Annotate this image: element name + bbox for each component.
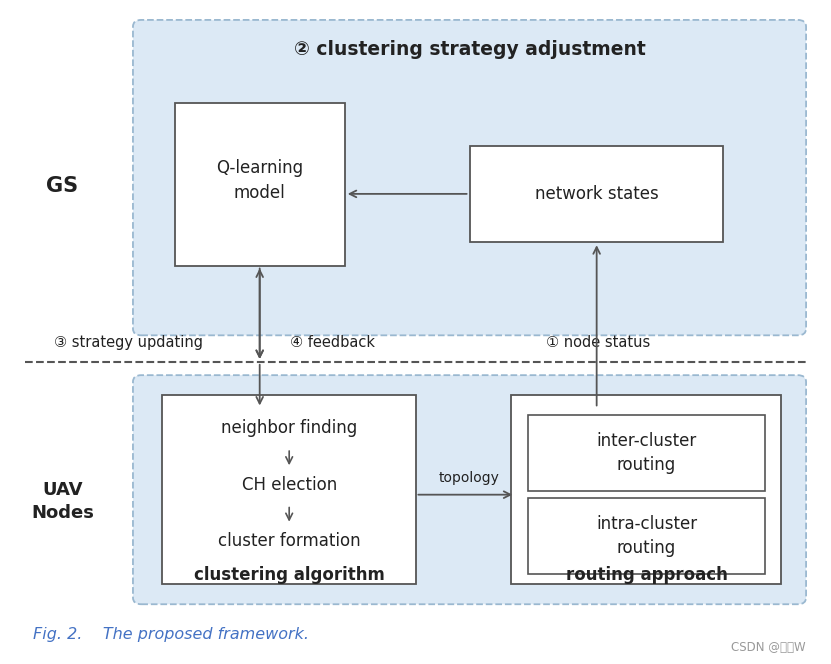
Bar <box>162 395 416 584</box>
Text: clustering algorithm: clustering algorithm <box>194 566 385 584</box>
Bar <box>175 103 345 266</box>
Text: ④ feedback: ④ feedback <box>290 335 375 350</box>
Bar <box>528 498 765 574</box>
Bar <box>470 146 723 242</box>
Text: intra-cluster
routing: intra-cluster routing <box>596 515 697 556</box>
Text: Q-learning
model: Q-learning model <box>216 159 303 202</box>
Text: topology: topology <box>439 471 500 485</box>
Text: CH election: CH election <box>242 475 337 494</box>
Text: network states: network states <box>535 185 658 203</box>
Text: ② clustering strategy adjustment: ② clustering strategy adjustment <box>293 41 646 59</box>
Bar <box>528 415 765 491</box>
Text: ① node status: ① node status <box>546 335 651 350</box>
Text: CSDN @小威W: CSDN @小威W <box>731 641 806 654</box>
Text: GS: GS <box>47 176 78 196</box>
FancyBboxPatch shape <box>133 375 806 604</box>
Bar <box>511 395 781 584</box>
Text: inter-cluster
routing: inter-cluster routing <box>597 432 696 473</box>
Text: Fig. 2.    The proposed framework.: Fig. 2. The proposed framework. <box>33 627 309 641</box>
Text: ③ strategy updating: ③ strategy updating <box>54 335 204 350</box>
Text: neighbor finding: neighbor finding <box>221 419 357 438</box>
Text: routing approach: routing approach <box>566 566 727 584</box>
Text: cluster formation: cluster formation <box>218 532 361 550</box>
Text: UAV
Nodes: UAV Nodes <box>31 481 94 522</box>
FancyBboxPatch shape <box>133 20 806 335</box>
